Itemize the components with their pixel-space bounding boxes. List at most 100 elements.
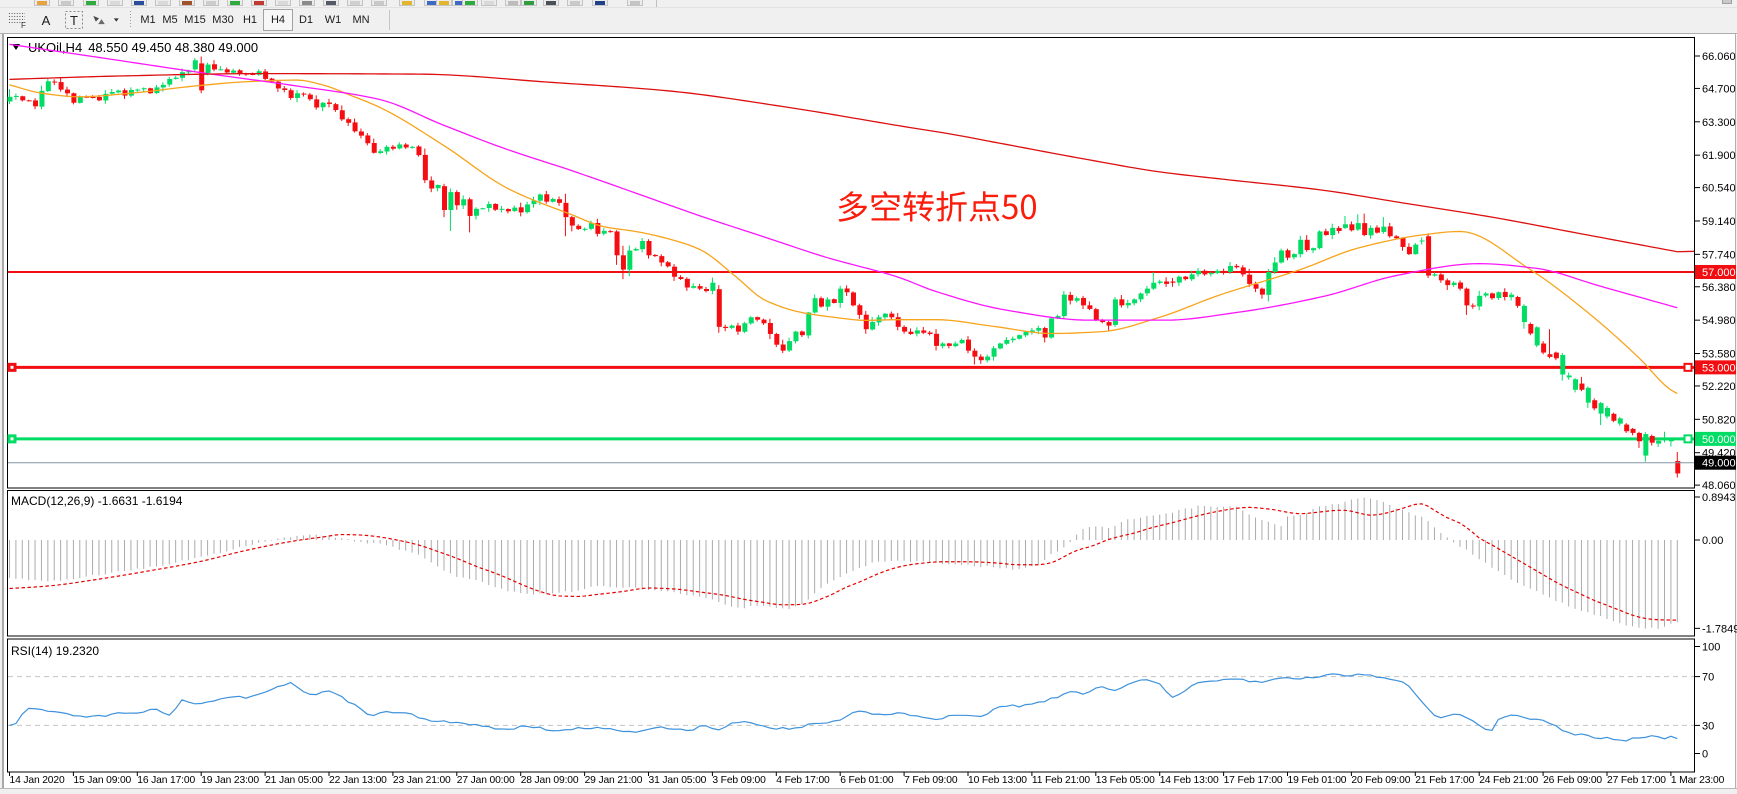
arrows-tool-button[interactable] bbox=[90, 9, 120, 31]
rsi-panel-frame bbox=[7, 638, 1695, 773]
toolbar-icon-stub[interactable] bbox=[155, 0, 171, 6]
toolbar-icon-stub[interactable] bbox=[462, 0, 478, 6]
toolbar-icon-stub[interactable] bbox=[58, 0, 74, 6]
toolbar-icon-stub[interactable] bbox=[34, 0, 50, 6]
candle-body bbox=[1279, 250, 1285, 263]
timeframe-button-m15[interactable]: M15 bbox=[184, 14, 206, 26]
candle-body bbox=[1636, 432, 1642, 442]
toolbar-icon-stub[interactable] bbox=[592, 0, 608, 6]
date-axis-label: 1 Mar 23:00 bbox=[1671, 775, 1725, 786]
chart-annotation-text[interactable] bbox=[838, 191, 1037, 222]
candle-body bbox=[1394, 236, 1400, 239]
candle-body bbox=[1215, 270, 1221, 274]
toolbar-icon-stub[interactable] bbox=[627, 0, 643, 6]
candle-body bbox=[1081, 297, 1087, 306]
timeframe-button-h1[interactable]: H1 bbox=[242, 14, 258, 26]
candle-body bbox=[20, 96, 26, 101]
candle-body bbox=[799, 331, 805, 336]
timeframe-button-w1[interactable]: W1 bbox=[324, 14, 342, 26]
timeframe-button-d1[interactable]: D1 bbox=[298, 14, 314, 26]
candle-body bbox=[1521, 305, 1527, 323]
toolbar-icon-stub[interactable] bbox=[347, 0, 363, 6]
candle-body bbox=[1381, 226, 1387, 232]
toolbar-icon-stub[interactable] bbox=[299, 0, 315, 6]
candle-body bbox=[103, 93, 109, 101]
toolbar-icon-stub[interactable] bbox=[227, 0, 243, 6]
toolbar-icon-stub[interactable] bbox=[203, 0, 219, 6]
ma-fast-line bbox=[9, 79, 1678, 395]
candle-body bbox=[640, 240, 646, 250]
toolbar-icon-stub[interactable] bbox=[521, 0, 537, 6]
candle-body bbox=[806, 312, 812, 336]
annotation-glyph bbox=[871, 191, 900, 221]
macd-signal-line bbox=[9, 503, 1678, 621]
toolbar-icon-stub[interactable] bbox=[567, 0, 583, 6]
candle-body bbox=[978, 356, 984, 361]
toolbar-icon-stub[interactable] bbox=[399, 0, 415, 6]
macd-axis-label: -1.7849 bbox=[1702, 623, 1737, 635]
candle-body bbox=[1227, 266, 1233, 272]
candle-body bbox=[58, 82, 64, 90]
collapse-arrow-icon[interactable] bbox=[12, 44, 20, 50]
fibonacci-tool-button[interactable]: F bbox=[5, 9, 31, 31]
candle-body bbox=[1573, 379, 1579, 390]
candle-body bbox=[1489, 293, 1495, 299]
candle-body bbox=[1458, 282, 1464, 289]
candle-body bbox=[1656, 440, 1662, 444]
toolbar-icon-stub[interactable] bbox=[179, 0, 195, 6]
timeframe-button-h4[interactable]: H4 bbox=[263, 9, 293, 31]
text-tool-button[interactable]: A bbox=[33, 9, 59, 31]
toolbar-icon-stub[interactable] bbox=[505, 0, 521, 6]
toolbar-icon-stub[interactable] bbox=[83, 0, 99, 6]
window-edge-left bbox=[0, 34, 7, 794]
toolbar-icon-stub[interactable] bbox=[275, 0, 291, 6]
timeframe-button-m30[interactable]: M30 bbox=[212, 14, 234, 26]
candle-body bbox=[787, 341, 793, 351]
candle-body bbox=[748, 317, 754, 324]
candle-body bbox=[1183, 276, 1189, 280]
toolbar-icon-stub[interactable] bbox=[371, 0, 387, 6]
candle-body bbox=[167, 78, 173, 85]
toolbar-icon-stub-color bbox=[254, 1, 264, 5]
candle-body bbox=[838, 288, 844, 303]
toolbar-icon-stub[interactable] bbox=[323, 0, 339, 6]
main-toolbar-cutoff bbox=[0, 0, 1737, 8]
candle-body bbox=[1368, 227, 1374, 236]
text-label-letter: T bbox=[70, 13, 78, 28]
candle-body bbox=[857, 305, 863, 315]
candle-body bbox=[927, 332, 933, 334]
date-axis-label: 31 Jan 05:00 bbox=[649, 775, 707, 786]
toolbar-icon-stub[interactable] bbox=[481, 0, 497, 6]
toolbar-icon-stub[interactable] bbox=[107, 0, 123, 6]
candle-body bbox=[959, 339, 965, 344]
rsi-label: RSI(14) 19.2320 bbox=[11, 644, 99, 658]
toolbar-icon-stub-color bbox=[134, 1, 144, 5]
text-label-tool-button[interactable]: T bbox=[61, 9, 87, 31]
timeframe-button-m5[interactable]: M5 bbox=[162, 14, 178, 26]
candle-body bbox=[601, 230, 607, 234]
candle-body bbox=[550, 198, 556, 202]
candle-body bbox=[1528, 323, 1534, 334]
candle-body bbox=[672, 266, 678, 277]
macd-panel-frame bbox=[7, 490, 1695, 637]
symbol-label: UKOil,H4 bbox=[28, 39, 83, 55]
timeframe-button-m1[interactable]: M1 bbox=[140, 14, 156, 26]
toolbar-icon-stub[interactable] bbox=[436, 0, 452, 6]
date-axis-label: 20 Feb 09:00 bbox=[1351, 775, 1410, 786]
candle-body bbox=[473, 208, 479, 216]
candle-body bbox=[774, 333, 780, 345]
toolbar-icon-stub[interactable] bbox=[251, 0, 267, 6]
toolbar-icon-stub[interactable] bbox=[131, 0, 147, 6]
toolbar-icon-stub-color bbox=[630, 1, 640, 5]
price-axis-label: 60.540 bbox=[1702, 183, 1736, 195]
timeframe-button-mn[interactable]: MN bbox=[352, 14, 370, 26]
hline-right-handle[interactable] bbox=[1683, 434, 1693, 444]
toolbar-icon-stub[interactable] bbox=[543, 0, 559, 6]
toolbar-icon-stub-color bbox=[206, 1, 216, 5]
candle-body bbox=[26, 100, 32, 102]
candle-body bbox=[1675, 461, 1681, 474]
candle-body bbox=[1189, 274, 1195, 280]
hline-right-handle[interactable] bbox=[1683, 362, 1693, 372]
